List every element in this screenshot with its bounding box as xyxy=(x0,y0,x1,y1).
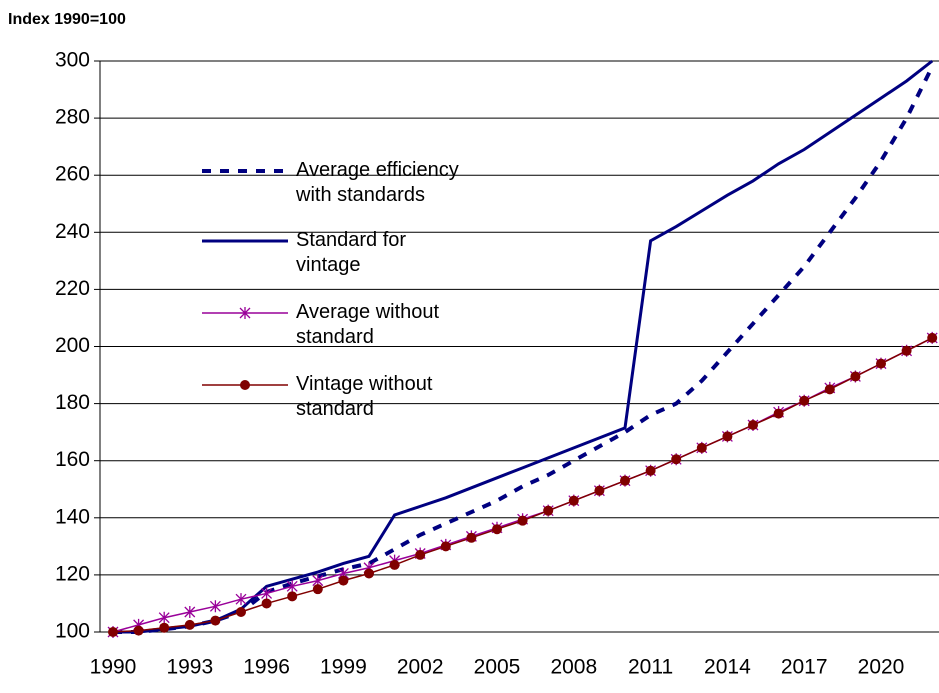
data-point xyxy=(108,627,118,637)
legend-label: Vintage without standard xyxy=(296,373,433,420)
data-point xyxy=(824,384,835,395)
y-tick-label: 300 xyxy=(55,49,90,72)
y-tick-label: 100 xyxy=(55,620,90,643)
data-point xyxy=(568,495,579,506)
data-point xyxy=(748,420,758,431)
legend-swatch xyxy=(202,307,288,319)
data-point xyxy=(517,515,528,526)
x-tick-label: 1993 xyxy=(166,656,213,679)
x-tick-label: 1999 xyxy=(320,656,367,679)
data-point xyxy=(287,591,298,602)
data-point xyxy=(876,358,886,369)
data-point xyxy=(415,549,426,560)
y-tick-label: 160 xyxy=(55,448,90,471)
data-point xyxy=(927,332,938,343)
legend-item: Standard for vintage xyxy=(200,228,460,278)
legend-item: Average without standard xyxy=(200,300,460,350)
legend-swatch xyxy=(202,169,288,173)
data-point xyxy=(722,431,733,442)
data-point xyxy=(312,584,323,595)
data-point xyxy=(850,371,861,382)
y-axis-title: Index 1990=100 xyxy=(8,11,126,28)
y-tick-label: 260 xyxy=(55,163,90,186)
data-point xyxy=(261,587,273,600)
legend-item: Average efficiency with standards xyxy=(200,158,460,208)
data-point xyxy=(210,615,221,626)
legend-marker xyxy=(240,380,250,390)
data-point xyxy=(338,575,349,586)
x-tick-label: 2020 xyxy=(858,656,905,679)
data-point xyxy=(209,600,221,613)
legend-label: Average efficiency with standards xyxy=(296,159,459,206)
data-point xyxy=(159,622,170,633)
data-point xyxy=(236,607,246,618)
x-tick-label: 2005 xyxy=(474,656,521,679)
series-line xyxy=(113,59,934,634)
y-tick-label: 200 xyxy=(55,334,90,357)
legend-item: Vintage without standard xyxy=(200,372,460,422)
data-point xyxy=(671,454,682,465)
data-point xyxy=(158,611,170,624)
x-tick-label: 1990 xyxy=(90,656,137,679)
data-point xyxy=(389,559,400,570)
legend-label: Standard for vintage xyxy=(296,229,407,276)
x-tick-label: 2011 xyxy=(628,656,673,679)
data-point xyxy=(440,541,451,552)
y-tick-label: 180 xyxy=(55,391,90,414)
data-point xyxy=(594,485,605,496)
data-point xyxy=(184,606,196,619)
y-tick-label: 140 xyxy=(55,505,90,528)
x-tick-label: 2002 xyxy=(397,656,444,679)
x-tick-label: 2014 xyxy=(704,656,751,679)
data-point xyxy=(543,505,554,516)
legend-marker xyxy=(239,307,251,319)
data-point xyxy=(133,625,144,636)
x-tick-label: 1996 xyxy=(243,656,290,679)
data-point xyxy=(799,395,810,406)
legend-swatch xyxy=(202,380,288,390)
y-tick-label: 120 xyxy=(55,562,90,585)
data-point xyxy=(286,580,298,593)
data-point xyxy=(696,442,707,453)
data-point xyxy=(364,568,374,579)
data-point xyxy=(901,345,912,356)
data-point xyxy=(773,408,784,419)
data-point xyxy=(492,524,502,535)
data-point xyxy=(620,475,630,486)
data-point xyxy=(235,593,247,606)
legend-swatch xyxy=(202,239,288,243)
y-tick-label: 240 xyxy=(55,220,90,243)
y-tick-label: 220 xyxy=(55,277,90,300)
y-tick-label: 280 xyxy=(55,106,90,129)
data-point xyxy=(184,619,195,630)
legend-label: Average without standard xyxy=(296,301,440,348)
x-tick-label: 2017 xyxy=(781,656,828,679)
data-point xyxy=(466,532,477,543)
data-point xyxy=(261,598,272,609)
data-point xyxy=(645,465,656,476)
x-tick-label: 2008 xyxy=(550,656,597,679)
